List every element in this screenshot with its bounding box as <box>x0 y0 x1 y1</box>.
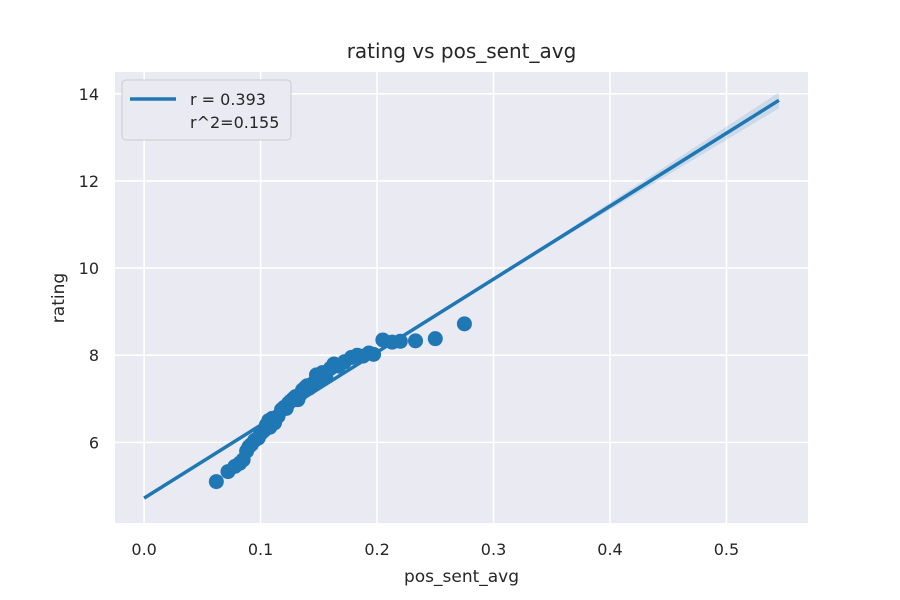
legend-entry-r2: r^2=0.155 <box>190 113 279 132</box>
grid-lines <box>115 72 808 523</box>
y-tick-label: 12 <box>79 172 99 191</box>
y-tick-label: 8 <box>89 346 99 365</box>
y-tick-label: 10 <box>79 259 99 278</box>
data-point <box>427 331 443 347</box>
data-point <box>456 316 472 332</box>
regression-line <box>143 98 780 500</box>
regression-line-group <box>143 98 780 500</box>
x-axis-label: pos_sent_avg <box>404 567 519 587</box>
x-tick-label: 0.0 <box>131 540 156 559</box>
data-point <box>392 333 408 349</box>
y-tick-label: 6 <box>89 433 99 452</box>
y-tick-labels: 6 8 10 12 14 <box>79 85 99 453</box>
x-tick-label: 0.1 <box>248 540 273 559</box>
y-tick-label: 14 <box>79 85 99 104</box>
legend-box <box>121 79 292 141</box>
chart-title: rating vs pos_sent_avg <box>347 39 577 63</box>
legend-entry-r: r = 0.393 <box>190 90 266 109</box>
y-axis-label: rating <box>49 273 69 323</box>
x-tick-labels: 0.0 0.1 0.2 0.3 0.4 0.5 <box>131 540 739 559</box>
x-tick-label: 0.5 <box>714 540 739 559</box>
x-tick-label: 0.2 <box>364 540 389 559</box>
legend: r = 0.393 r^2=0.155 <box>121 79 292 141</box>
data-point <box>407 333 423 349</box>
x-tick-label: 0.3 <box>481 540 506 559</box>
x-tick-label: 0.4 <box>597 540 622 559</box>
data-point <box>208 474 224 490</box>
